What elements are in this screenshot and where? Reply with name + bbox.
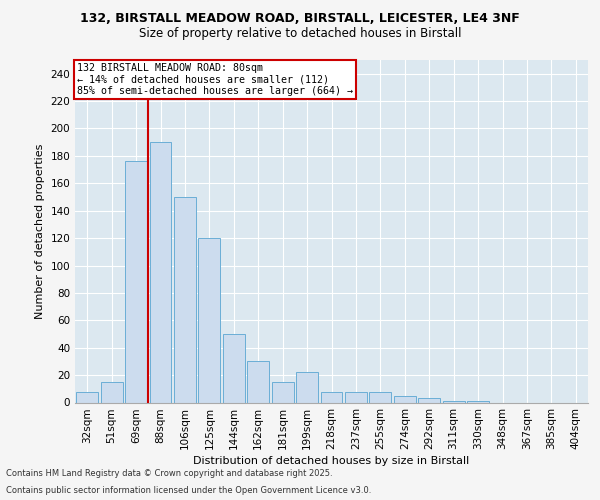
Bar <box>394 396 416 402</box>
Text: 132 BIRSTALL MEADOW ROAD: 80sqm
← 14% of detached houses are smaller (112)
85% o: 132 BIRSTALL MEADOW ROAD: 80sqm ← 14% of… <box>77 62 353 96</box>
Bar <box>272 382 293 402</box>
Bar <box>125 162 147 402</box>
X-axis label: Distribution of detached houses by size in Birstall: Distribution of detached houses by size … <box>193 456 470 466</box>
Bar <box>199 238 220 402</box>
Bar <box>149 142 172 403</box>
Bar <box>345 392 367 402</box>
Bar <box>247 362 269 403</box>
Bar <box>320 392 343 402</box>
Bar <box>370 392 391 402</box>
Bar <box>467 401 489 402</box>
Bar <box>296 372 318 402</box>
Bar <box>101 382 122 402</box>
Text: Size of property relative to detached houses in Birstall: Size of property relative to detached ho… <box>139 28 461 40</box>
Y-axis label: Number of detached properties: Number of detached properties <box>35 144 45 319</box>
Bar <box>223 334 245 402</box>
Text: Contains public sector information licensed under the Open Government Licence v3: Contains public sector information licen… <box>6 486 371 495</box>
Bar <box>443 401 464 402</box>
Bar <box>174 197 196 402</box>
Text: 132, BIRSTALL MEADOW ROAD, BIRSTALL, LEICESTER, LE4 3NF: 132, BIRSTALL MEADOW ROAD, BIRSTALL, LEI… <box>80 12 520 26</box>
Bar <box>76 392 98 402</box>
Bar <box>418 398 440 402</box>
Text: Contains HM Land Registry data © Crown copyright and database right 2025.: Contains HM Land Registry data © Crown c… <box>6 468 332 477</box>
